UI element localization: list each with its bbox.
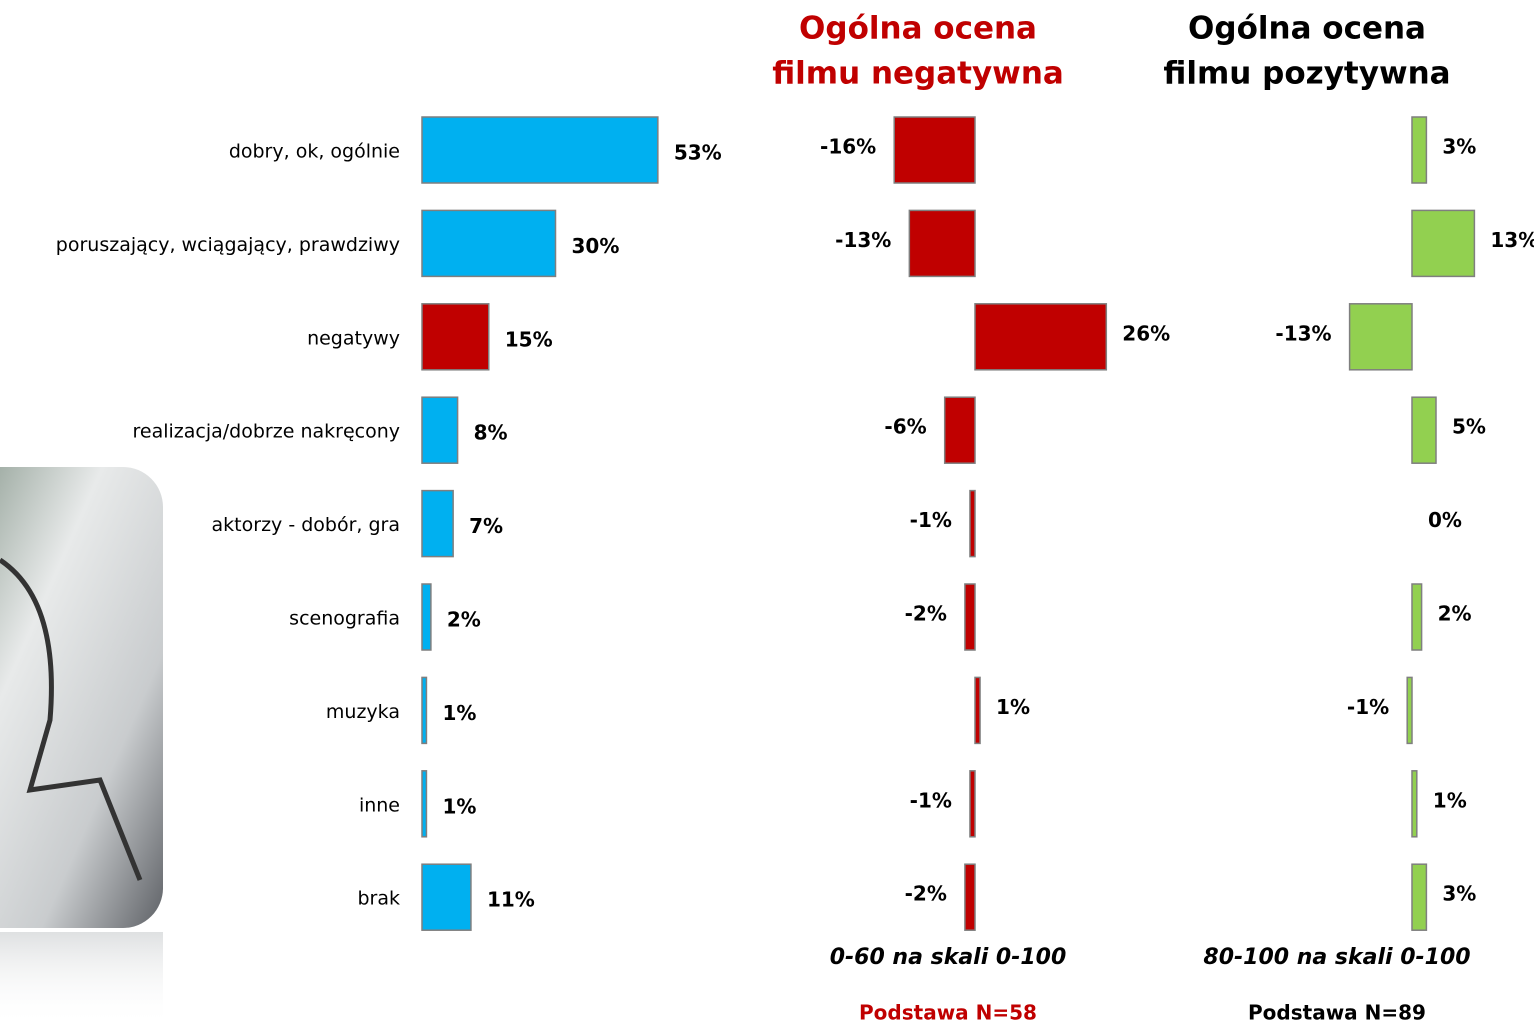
- photo-reflection: [0, 932, 163, 1026]
- value-label: 0%: [1428, 508, 1462, 532]
- bar: [1348, 303, 1413, 371]
- category-label: aktorzy - dobór, gra: [212, 514, 400, 536]
- bar: [969, 489, 976, 558]
- category-label: inne: [359, 794, 400, 816]
- value-label: 3%: [1442, 135, 1476, 159]
- bar: [964, 583, 976, 651]
- bar: [421, 863, 472, 931]
- category-label: dobry, ok, ogólnie: [229, 141, 400, 163]
- bar: [421, 489, 454, 558]
- value-label: 11%: [487, 888, 535, 912]
- category-label: poruszający, wciągający, prawdziwy: [56, 234, 400, 256]
- category-label: brak: [357, 888, 400, 910]
- value-label: -6%: [884, 415, 926, 439]
- chart-title: Ogólna ocena: [799, 11, 1037, 47]
- photo-detail: [0, 557, 143, 881]
- bar: [421, 303, 490, 371]
- bar: [1411, 116, 1428, 184]
- value-label: 7%: [469, 514, 503, 538]
- value-label: 26%: [1122, 321, 1170, 345]
- value-label: -1%: [910, 788, 952, 812]
- bar: [974, 303, 1108, 371]
- value-label: 5%: [1452, 415, 1486, 439]
- photo: [0, 467, 163, 928]
- bar: [974, 676, 981, 745]
- bar: [908, 209, 976, 278]
- value-label: 30%: [572, 234, 620, 258]
- value-label: 53%: [674, 141, 722, 165]
- value-label: -1%: [910, 508, 952, 532]
- bar: [1406, 676, 1413, 745]
- value-label: 8%: [474, 421, 508, 445]
- bar: [421, 583, 432, 651]
- chart-title: filmu negatywna: [772, 56, 1064, 92]
- bar: [964, 863, 976, 931]
- note: Podstawa N=89: [1248, 1001, 1426, 1025]
- bar: [1411, 396, 1437, 464]
- bar: [421, 116, 659, 184]
- bar: [421, 770, 428, 838]
- value-label: 3%: [1442, 882, 1476, 906]
- value-label: -13%: [1275, 321, 1331, 345]
- value-label: 13%: [1490, 228, 1534, 252]
- value-label: 1%: [1433, 788, 1467, 812]
- value-label: 1%: [442, 701, 476, 725]
- value-label: -2%: [905, 602, 947, 626]
- bar: [893, 116, 976, 184]
- value-label: -16%: [820, 135, 876, 159]
- category-label: scenografia: [289, 608, 400, 630]
- bar: [421, 396, 459, 464]
- bar: [943, 396, 976, 464]
- bar: [421, 209, 557, 278]
- category-label: realizacja/dobrze nakręcony: [133, 421, 400, 443]
- value-label: 1%: [442, 794, 476, 818]
- bar: [1411, 583, 1423, 651]
- value-label: -1%: [1347, 695, 1389, 719]
- category-label: muzyka: [326, 701, 400, 723]
- value-label: 15%: [505, 327, 553, 351]
- value-label: -2%: [905, 882, 947, 906]
- subtitle: 0-60 na skali 0-100: [830, 945, 1067, 970]
- note: Podstawa N=58: [859, 1001, 1037, 1025]
- bar: [1411, 770, 1418, 838]
- value-label: 2%: [447, 608, 481, 632]
- chart-title: Ogólna ocena: [1188, 11, 1426, 47]
- category-label: negatywy: [307, 327, 400, 349]
- bar: [1411, 863, 1428, 931]
- chart-title: filmu pozytywna: [1163, 56, 1450, 92]
- value-label: 1%: [996, 695, 1030, 719]
- bar: [1411, 209, 1476, 278]
- bar: [421, 676, 428, 745]
- bar: [969, 770, 976, 838]
- value-label: -13%: [835, 228, 891, 252]
- subtitle: 80-100 na skali 0-100: [1203, 945, 1470, 970]
- value-label: 2%: [1438, 602, 1472, 626]
